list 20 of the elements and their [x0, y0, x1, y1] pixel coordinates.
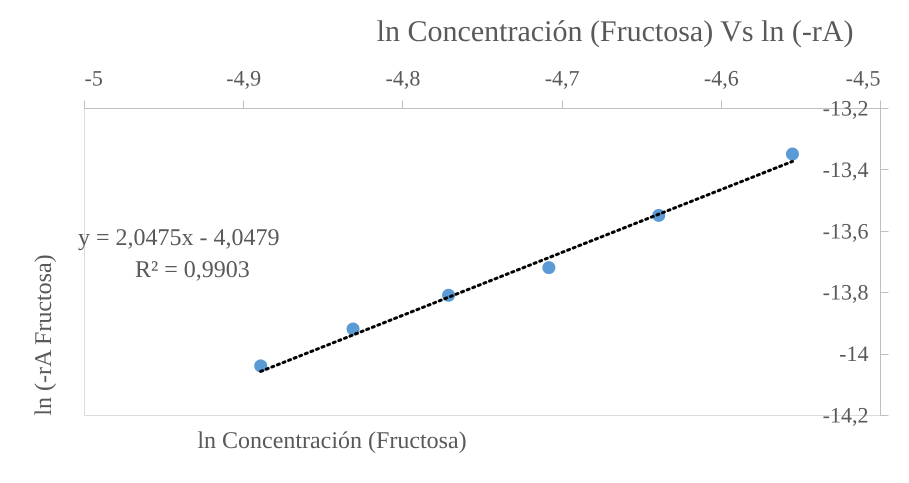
- x-axis-title: ln Concentración (Fructosa): [197, 428, 467, 454]
- x-tick-label: -4,6: [704, 66, 739, 90]
- y-tick-label: -13,8: [822, 280, 868, 305]
- y-tick-label: -13,6: [822, 218, 868, 244]
- y-tick-label: -14: [839, 341, 868, 366]
- x-tick-label: -4,7: [544, 66, 580, 90]
- y-tick-label: -14,2: [822, 402, 868, 428]
- point: [542, 261, 556, 274]
- x-tick-label: -4,5: [846, 66, 880, 90]
- y-tick-label: -13,4: [822, 156, 868, 182]
- annotation: R² = 0,9903: [135, 257, 250, 283]
- y-tick-label: -13,2: [822, 96, 868, 120]
- y-axis-title: ln (-rA Fructosa): [31, 254, 57, 416]
- chart-title: ln Concentración (Fructosa) Vs ln (-rA): [376, 15, 854, 48]
- point: [786, 148, 799, 161]
- x-tick-label: -5: [84, 66, 103, 90]
- point: [346, 322, 360, 336]
- x-tick-label: -4,9: [226, 66, 262, 90]
- annotation: y = 2,0475x - 4,0479: [78, 225, 280, 251]
- x-tick-label: -4,8: [385, 66, 420, 90]
